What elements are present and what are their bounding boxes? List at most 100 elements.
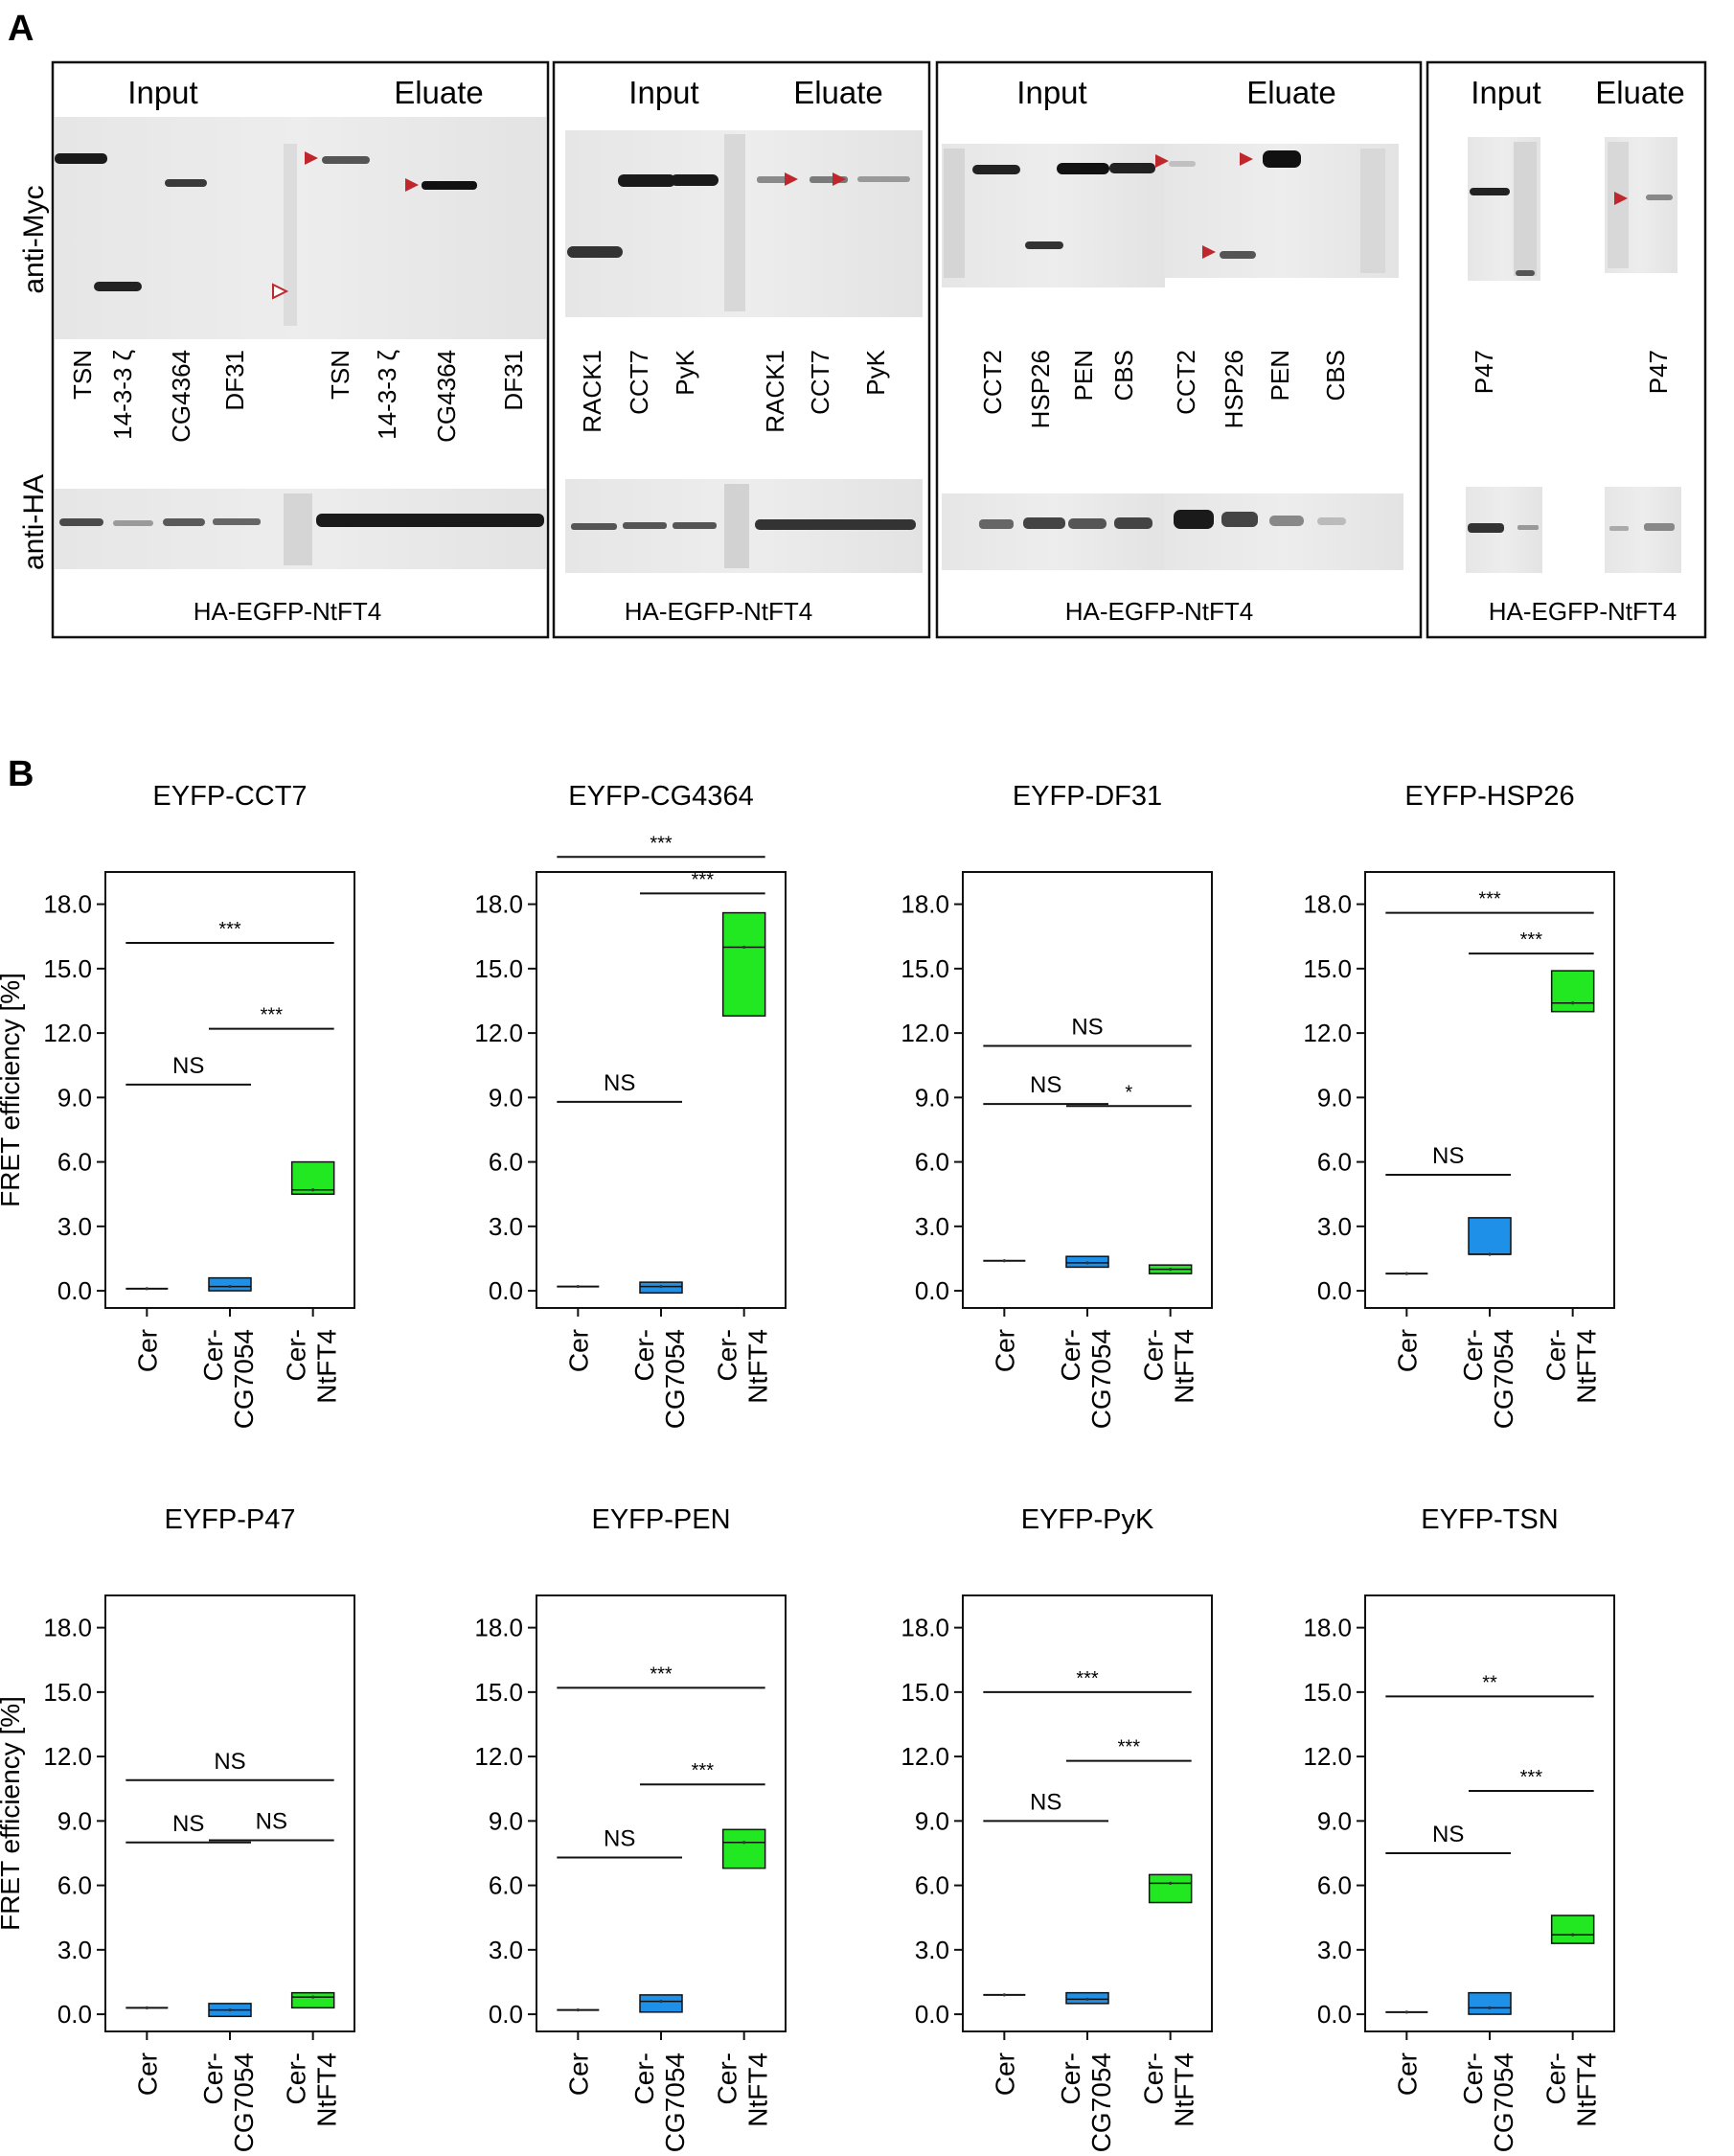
band (1068, 518, 1107, 529)
footer-label: HA-EGFP-NtFT4 (1065, 597, 1253, 626)
x-tick-label-line: CG7054 (1086, 1329, 1116, 1429)
x-tick-label: Cer (990, 1329, 1019, 1372)
y-tick-label: 0.0 (489, 2000, 523, 2029)
x-tick-label-line: Cer- (1458, 2053, 1488, 2104)
y-tick-label: 9.0 (915, 1806, 949, 1835)
lane-label: RACK1 (761, 350, 789, 433)
x-tick-label-line: Cer (1392, 1329, 1422, 1372)
x-tick-label-line: Cer (990, 2053, 1019, 2096)
mean-point (228, 2007, 232, 2012)
y-tick-label: 3.0 (1317, 1936, 1352, 1964)
y-tick-label: 12.0 (901, 1742, 949, 1771)
y-tick-label: 6.0 (57, 1148, 92, 1177)
y-tick-label: 15.0 (1303, 1678, 1352, 1707)
chart-title: EYFP-PyK (1021, 1504, 1154, 1535)
x-tick-label: Cer-NtFT4 (1541, 2053, 1602, 2127)
y-tick-label: 12.0 (474, 1019, 523, 1047)
blot-box-1: Input Eluate TSN 14-3-3 ζ CG4364 DF3 (51, 60, 550, 639)
significance-label: NS (1432, 1822, 1464, 1847)
band (1169, 161, 1196, 167)
fret-charts: EYFP-CCT7 FRET efficiency [%] 0.0 3.0 6.0 9.0… (0, 781, 1615, 2152)
chart-title: EYFP-P47 (165, 1504, 296, 1535)
plot-frame (104, 1594, 355, 2032)
mean-point (576, 2007, 580, 2012)
y-tick-label: 18.0 (901, 890, 949, 919)
x-tick-label-line: CG7054 (660, 2053, 690, 2152)
ha-blot-image (942, 493, 1165, 570)
band (113, 520, 153, 526)
band (972, 165, 1020, 174)
band (1220, 251, 1256, 259)
significance-label: *** (1478, 889, 1501, 910)
x-tick-label-line: NtFT4 (1572, 1329, 1602, 1404)
arrowhead-marker (833, 172, 846, 186)
x-tick-label-line: Cer (132, 2053, 162, 2096)
chart-eyfp-cct7: EYFP-CCT7 FRET efficiency [%] 0.0 3.0 6.0 9.0… (0, 781, 355, 1429)
plot-frame (962, 871, 1213, 1309)
y-tick-label: 9.0 (489, 1806, 523, 1835)
box (208, 1276, 252, 1292)
band (1109, 163, 1155, 173)
significance-label: *** (650, 833, 673, 854)
footer-label: HA-EGFP-NtFT4 (625, 597, 812, 626)
y-tick-label: 18.0 (901, 1614, 949, 1642)
lane-label: TSN (68, 350, 97, 400)
lane-label: CCT2 (978, 350, 1007, 415)
x-tick-label-line: CG7054 (229, 1329, 259, 1429)
chart-title: EYFP-DF31 (1013, 781, 1162, 812)
x-tick-label-line: NtFT4 (312, 1329, 342, 1404)
x-tick-label: Cer-NtFT4 (1541, 1329, 1602, 1404)
lane-label: 14-3-3 ζ (373, 350, 401, 440)
mean-point (1571, 1933, 1575, 1937)
lane-label: RACK1 (578, 350, 606, 433)
y-tick-label: 18.0 (43, 890, 92, 919)
significance-label: *** (1076, 1668, 1099, 1689)
mean-point (1488, 1252, 1492, 1256)
y-tick-label: 15.0 (1303, 954, 1352, 983)
box (1148, 1873, 1193, 1904)
band (623, 522, 667, 529)
lane-label: DF31 (499, 350, 528, 411)
significance-label: NS (1071, 1015, 1103, 1041)
blot-box-frame (51, 60, 550, 639)
x-tick-label-line: Cer- (629, 1329, 659, 1381)
x-tick-label-line: Cer- (1541, 1329, 1571, 1381)
y-tick-label: 0.0 (1317, 2000, 1352, 2029)
significance-label: NS (1030, 1789, 1061, 1815)
y-tick-label: 9.0 (489, 1083, 523, 1112)
box (639, 1994, 683, 2013)
significance-label: NS (256, 1809, 287, 1835)
y-tick-label: 6.0 (57, 1871, 92, 1900)
box (721, 911, 766, 1017)
x-tick-label-line: CG7054 (1086, 2053, 1116, 2152)
lane-label: CG4364 (432, 350, 461, 443)
band (1057, 163, 1109, 174)
x-tick-label-line: NtFT4 (1170, 2053, 1199, 2127)
arrowhead-marker (305, 151, 318, 165)
x-tick-label: Cer (990, 2053, 1019, 2096)
arrowhead-marker (1240, 152, 1253, 166)
arrowhead-marker (785, 172, 798, 186)
lane-labels: RACK1 CCT7 PyK RACK1 CCT7 PyK (578, 349, 890, 432)
y-axis-label: FRET efficiency [%] (0, 1696, 25, 1931)
y-tick-label: 6.0 (489, 1871, 523, 1900)
lane-label: P47 (1470, 350, 1498, 394)
box (1550, 970, 1595, 1013)
lane-label: PyK (671, 349, 699, 395)
mean-point (1169, 1268, 1173, 1272)
band (163, 518, 205, 526)
x-tick-label-line: CG7054 (1489, 2053, 1518, 2152)
significance-label: NS (604, 1070, 635, 1096)
x-tick-label: Cer-CG7054 (629, 1329, 690, 1429)
lane-labels: P47 P47 (1470, 350, 1673, 394)
significance-label: NS (172, 1811, 204, 1837)
input-label: Input (1471, 75, 1540, 110)
x-tick-label-line: CG7054 (1489, 1329, 1518, 1429)
y-tick-label: 6.0 (489, 1148, 523, 1177)
y-tick-label: 0.0 (1317, 1276, 1352, 1305)
lane-label: CCT2 (1172, 350, 1200, 415)
y-tick-label: 6.0 (915, 1148, 949, 1177)
mean-point (1404, 2010, 1408, 2014)
chart-title: EYFP-TSN (1421, 1504, 1558, 1535)
